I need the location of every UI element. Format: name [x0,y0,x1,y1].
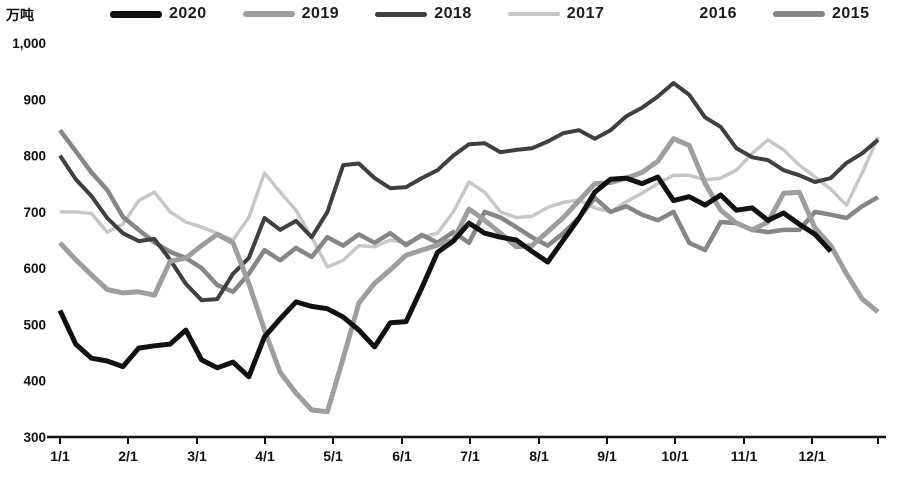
x-axis-tick-label: 6/1 [392,448,412,464]
legend-label-2015: 2015 [831,5,870,22]
x-axis-tick-label: 10/1 [661,448,688,464]
x-axis-tick-label: 8/1 [529,448,549,464]
series-line-2020 [57,174,833,380]
series-line-2019 [58,136,880,415]
legend-item-2020: 2020 [110,5,207,23]
legend-label-2020: 2020 [169,5,207,22]
y-axis-tick-label: 1,000 [12,36,46,51]
y-axis-tick-label: 300 [23,430,46,445]
legend-swatch-2019 [242,11,295,17]
y-axis-tick-label: 600 [23,261,46,276]
x-axis-tick-label: 12/1 [798,448,825,464]
legend-swatch-2020 [110,10,162,18]
legend-label-2018: 2018 [434,5,472,22]
x-axis-tick-label: 2/1 [118,448,138,464]
y-axis-unit-label: 万吨 [6,7,34,23]
legend-item-2019: 2019 [242,5,340,23]
x-axis-tick-label: 4/1 [255,448,275,464]
chart-legend: 2020 2019 2018 2017 2016 2015 [110,5,870,23]
x-axis-tick-label: 1/1 [50,448,70,464]
legend-label-2017: 2017 [566,5,605,22]
legend-item-2015: 2015 [772,5,870,23]
legend-label-2016: 2016 [699,5,737,22]
y-axis-tick-label: 900 [23,92,46,107]
legend-swatch-2016 [640,12,693,16]
legend-item-2016: 2016 [640,5,737,23]
series-line-2017 [60,136,880,269]
legend-item-2018: 2018 [375,5,472,23]
series-line-2018 [58,81,880,303]
legend-swatch-2018 [375,11,428,17]
y-axis-tick-label: 700 [23,205,46,220]
legend-swatch-2015 [772,11,825,17]
legend-swatch-2017 [507,12,560,16]
x-axis-tick-label: 9/1 [597,448,617,464]
x-axis-tick-label: 11/1 [731,448,758,464]
y-axis-tick-label: 500 [23,317,46,332]
legend-item-2017: 2017 [507,5,605,23]
x-axis-tick-label: 7/1 [460,448,480,464]
y-axis-tick-label: 400 [23,374,46,389]
x-axis-tick-label: 5/1 [323,448,343,464]
y-axis-tick-label: 800 [23,149,46,164]
legend-label-2019: 2019 [301,5,340,22]
x-axis-tick-label: 3/1 [187,448,207,464]
